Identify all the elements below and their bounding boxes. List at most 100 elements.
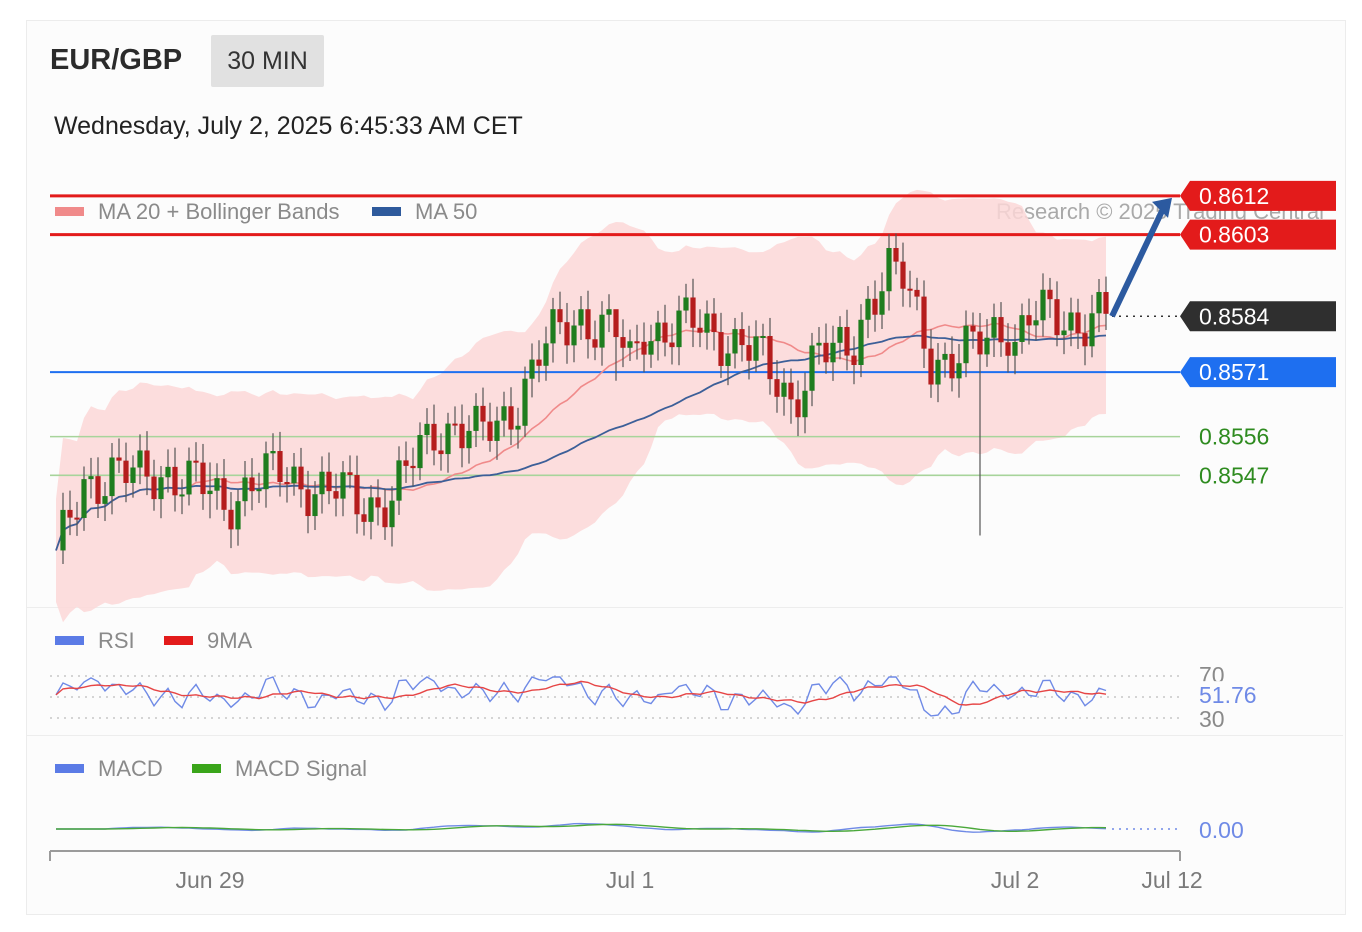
candle-body <box>354 474 360 515</box>
candle-body <box>235 501 241 530</box>
candle-body <box>760 336 766 339</box>
level-label-0-8603: 0.8603 <box>1199 222 1269 248</box>
candle-body <box>627 341 633 348</box>
candle-body <box>949 353 955 379</box>
candle-body <box>865 298 871 320</box>
legend-macd-signal-label: MACD Signal <box>235 756 368 781</box>
candle-body <box>851 355 857 365</box>
candle-body <box>935 359 941 385</box>
candle-body <box>109 457 115 497</box>
candle-body <box>200 462 206 495</box>
candle-body <box>431 423 437 451</box>
candle-body <box>837 326 843 343</box>
macd-signal-line <box>56 823 1107 832</box>
candle-body <box>893 248 899 262</box>
candle-body <box>137 450 143 468</box>
forecast-arrow-head <box>1152 197 1172 218</box>
candles <box>60 233 1109 564</box>
candle-body <box>823 342 829 363</box>
candle-body <box>858 319 864 365</box>
candle-body <box>564 322 570 346</box>
candle-body <box>914 289 920 297</box>
level-label-0-8571: 0.8571 <box>1199 359 1269 385</box>
candle-body <box>1082 333 1088 347</box>
candle-body <box>445 423 451 455</box>
candle-body <box>501 406 507 421</box>
candle-body <box>459 423 465 449</box>
rsi-level-30: 30 <box>1199 706 1225 732</box>
x-tick-label: Jun 29 <box>175 867 244 893</box>
candle-body <box>963 325 969 364</box>
bollinger-bands <box>56 189 1106 623</box>
candle-body <box>116 457 122 461</box>
legend-9ma-swatch <box>164 635 193 645</box>
candle-body <box>1054 299 1060 336</box>
candle-body <box>662 322 668 343</box>
candle-body <box>1026 315 1032 326</box>
candle-body <box>347 472 353 475</box>
chart-datetime: Wednesday, July 2, 2025 6:45:33 AM CET <box>54 112 523 140</box>
legend-macd: MACD <box>55 756 163 782</box>
candle-body <box>389 500 395 528</box>
candle-body <box>340 472 346 499</box>
candle-body <box>795 399 801 418</box>
rsi-value-label: 51.76 <box>1199 682 1257 708</box>
candle-body <box>585 309 591 340</box>
candle-body <box>984 337 990 355</box>
legend-rsi-swatch <box>55 635 84 645</box>
legend-ma20: MA 20 + Bollinger Bands <box>55 199 340 225</box>
candle-body <box>599 314 605 348</box>
candle-body <box>718 332 724 366</box>
candle-body <box>270 451 276 454</box>
candle-body <box>704 313 710 333</box>
candle-body <box>1089 313 1095 347</box>
symbol-title: EUR/GBP <box>50 44 183 76</box>
candle-body <box>571 325 577 346</box>
candle-body <box>298 466 304 490</box>
candle-body <box>319 471 325 495</box>
candle-body <box>998 317 1004 343</box>
candle-body <box>872 298 878 315</box>
legend-macd-label: MACD <box>98 756 163 781</box>
candle-body <box>1096 292 1102 314</box>
candle-body <box>1075 312 1081 334</box>
candle-body <box>410 465 416 469</box>
legend-rsi: RSI <box>55 628 135 654</box>
timeframe-button[interactable]: 30 MIN <box>211 35 324 87</box>
candle-body <box>396 460 402 501</box>
candle-body <box>60 509 66 551</box>
candle-body <box>592 339 598 348</box>
candle-body <box>263 453 269 490</box>
candle-body <box>802 390 808 418</box>
candle-body <box>970 325 976 332</box>
candle-body <box>473 405 479 431</box>
candle-body <box>165 466 171 478</box>
candle-body <box>606 309 612 315</box>
x-tick-label: Jul 12 <box>1141 867 1202 893</box>
legend-ma20-label: MA 20 + Bollinger Bands <box>98 199 340 224</box>
candle-body <box>305 489 311 517</box>
candle-body <box>529 359 535 379</box>
candle-body <box>214 478 220 491</box>
level-label-0-8547: 0.8547 <box>1199 462 1269 488</box>
candle-body <box>375 497 381 508</box>
candle-body <box>739 329 745 346</box>
candle-body <box>326 471 332 492</box>
candle-body <box>844 326 850 356</box>
candle-body <box>151 476 157 500</box>
candle-body <box>1019 315 1025 342</box>
candle-body <box>1033 320 1039 326</box>
candle-body <box>977 331 983 355</box>
candle-body <box>480 405 486 422</box>
legend-ma50-swatch <box>372 206 401 216</box>
legend-macd-swatch <box>55 763 84 773</box>
candle-body <box>634 341 640 344</box>
candle-body <box>907 288 913 291</box>
candle-body <box>494 420 500 441</box>
candle-body <box>1012 341 1018 356</box>
candle-body <box>697 327 703 333</box>
forecast-arrow-line <box>1109 205 1167 318</box>
candle-body <box>676 310 682 348</box>
candle-body <box>928 348 934 385</box>
